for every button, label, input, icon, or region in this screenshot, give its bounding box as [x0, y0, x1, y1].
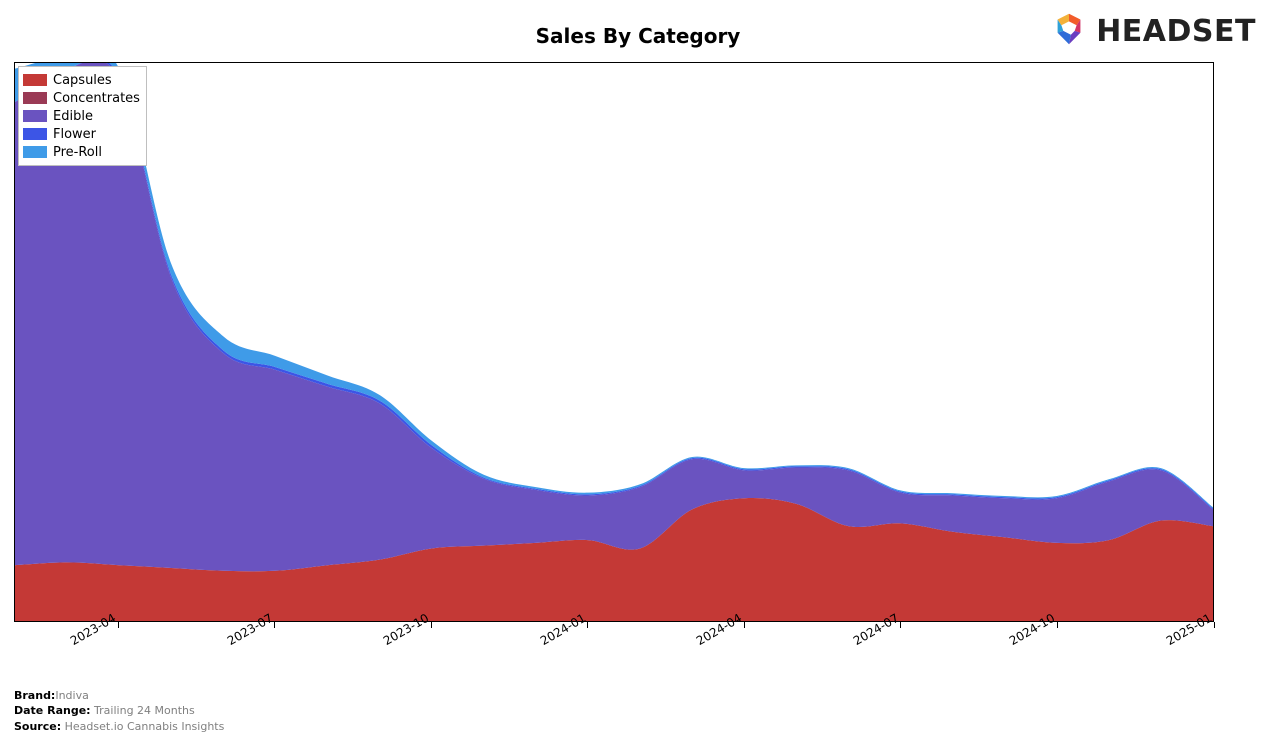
- x-tick-mark: [118, 622, 119, 628]
- legend-swatch: [23, 146, 47, 158]
- legend-item: Flower: [23, 125, 140, 143]
- meta-source-value: Headset.io Cannabis Insights: [61, 720, 224, 733]
- headset-logo-icon: [1050, 10, 1088, 52]
- legend-swatch: [23, 128, 47, 140]
- x-tick-mark: [744, 622, 745, 628]
- legend-label: Pre-Roll: [53, 145, 102, 160]
- headset-logo: HEADSET: [1050, 10, 1256, 52]
- meta-date-label: Date Range:: [14, 704, 91, 717]
- x-tick-mark: [431, 622, 432, 628]
- meta-brand-value: Indiva: [55, 689, 89, 702]
- x-tick-mark: [587, 622, 588, 628]
- meta-date-value: Trailing 24 Months: [91, 704, 195, 717]
- legend-label: Concentrates: [53, 91, 140, 106]
- chart-metadata: Brand:Indiva Date Range: Trailing 24 Mon…: [14, 688, 224, 734]
- legend-swatch: [23, 110, 47, 122]
- meta-brand-label: Brand:: [14, 689, 55, 702]
- x-tick-mark: [1057, 622, 1058, 628]
- legend-label: Edible: [53, 109, 93, 124]
- x-axis-ticks: 2023-042023-072023-102024-012024-042024-…: [14, 622, 1214, 672]
- headset-logo-text: HEADSET: [1096, 14, 1256, 49]
- chart-legend: Capsules Concentrates Edible Flower Pre-Roll: [18, 66, 147, 166]
- legend-swatch: [23, 74, 47, 86]
- legend-swatch: [23, 92, 47, 104]
- chart-plot-area: [14, 62, 1214, 622]
- legend-item: Pre-Roll: [23, 143, 140, 161]
- meta-source-label: Source:: [14, 720, 61, 733]
- x-tick-mark: [1214, 622, 1215, 628]
- x-tick-mark: [900, 622, 901, 628]
- legend-item: Concentrates: [23, 89, 140, 107]
- x-tick-mark: [274, 622, 275, 628]
- legend-item: Capsules: [23, 71, 140, 89]
- legend-item: Edible: [23, 107, 140, 125]
- legend-label: Flower: [53, 127, 96, 142]
- legend-label: Capsules: [53, 73, 112, 88]
